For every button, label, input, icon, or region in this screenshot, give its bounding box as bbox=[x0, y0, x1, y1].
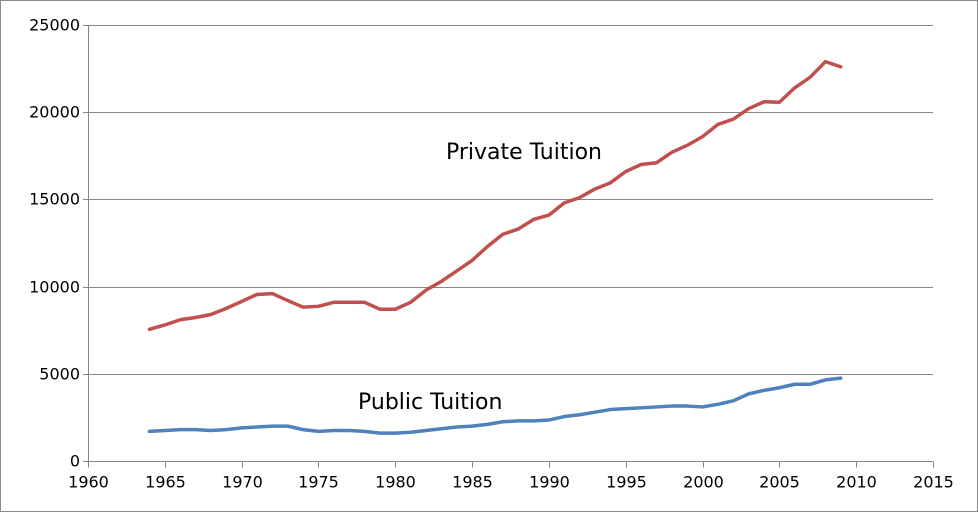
series-labels: Private Tuition Public Tuition bbox=[358, 140, 602, 415]
private-tuition-label: Private Tuition bbox=[446, 140, 602, 165]
y-tick-label: 25000 bbox=[29, 16, 80, 35]
series-lines bbox=[147, 59, 843, 435]
x-tick-label: 1960 bbox=[68, 473, 109, 492]
x-tick-label: 2015 bbox=[913, 473, 954, 492]
x-tick-label: 1970 bbox=[222, 473, 263, 492]
y-tick-label: 10000 bbox=[29, 278, 80, 297]
x-tick-label: 1990 bbox=[529, 473, 570, 492]
x-tick-label: 1985 bbox=[452, 473, 493, 492]
public-tuition-label: Public Tuition bbox=[358, 390, 502, 415]
x-tick-label: 2005 bbox=[759, 473, 800, 492]
y-tick-label: 0 bbox=[70, 452, 80, 471]
x-tick-label: 1995 bbox=[606, 473, 647, 492]
x-tick-label: 2010 bbox=[836, 473, 877, 492]
x-tick-label: 1980 bbox=[375, 473, 416, 492]
y-tick-label: 15000 bbox=[29, 190, 80, 209]
y-tick-label: 20000 bbox=[29, 103, 80, 122]
x-tick-label: 2000 bbox=[683, 473, 724, 492]
x-tick-label: 1975 bbox=[298, 473, 339, 492]
y-tick-label: 5000 bbox=[39, 365, 80, 384]
axes: 0 5000 10000 15000 20000 25000 1960 1965 1970 197… bbox=[29, 16, 954, 492]
x-tick-label: 1965 bbox=[145, 473, 186, 492]
series-line-public-tuition bbox=[147, 376, 843, 435]
series-line-private-tuition bbox=[147, 59, 843, 332]
gridlines bbox=[88, 25, 933, 375]
